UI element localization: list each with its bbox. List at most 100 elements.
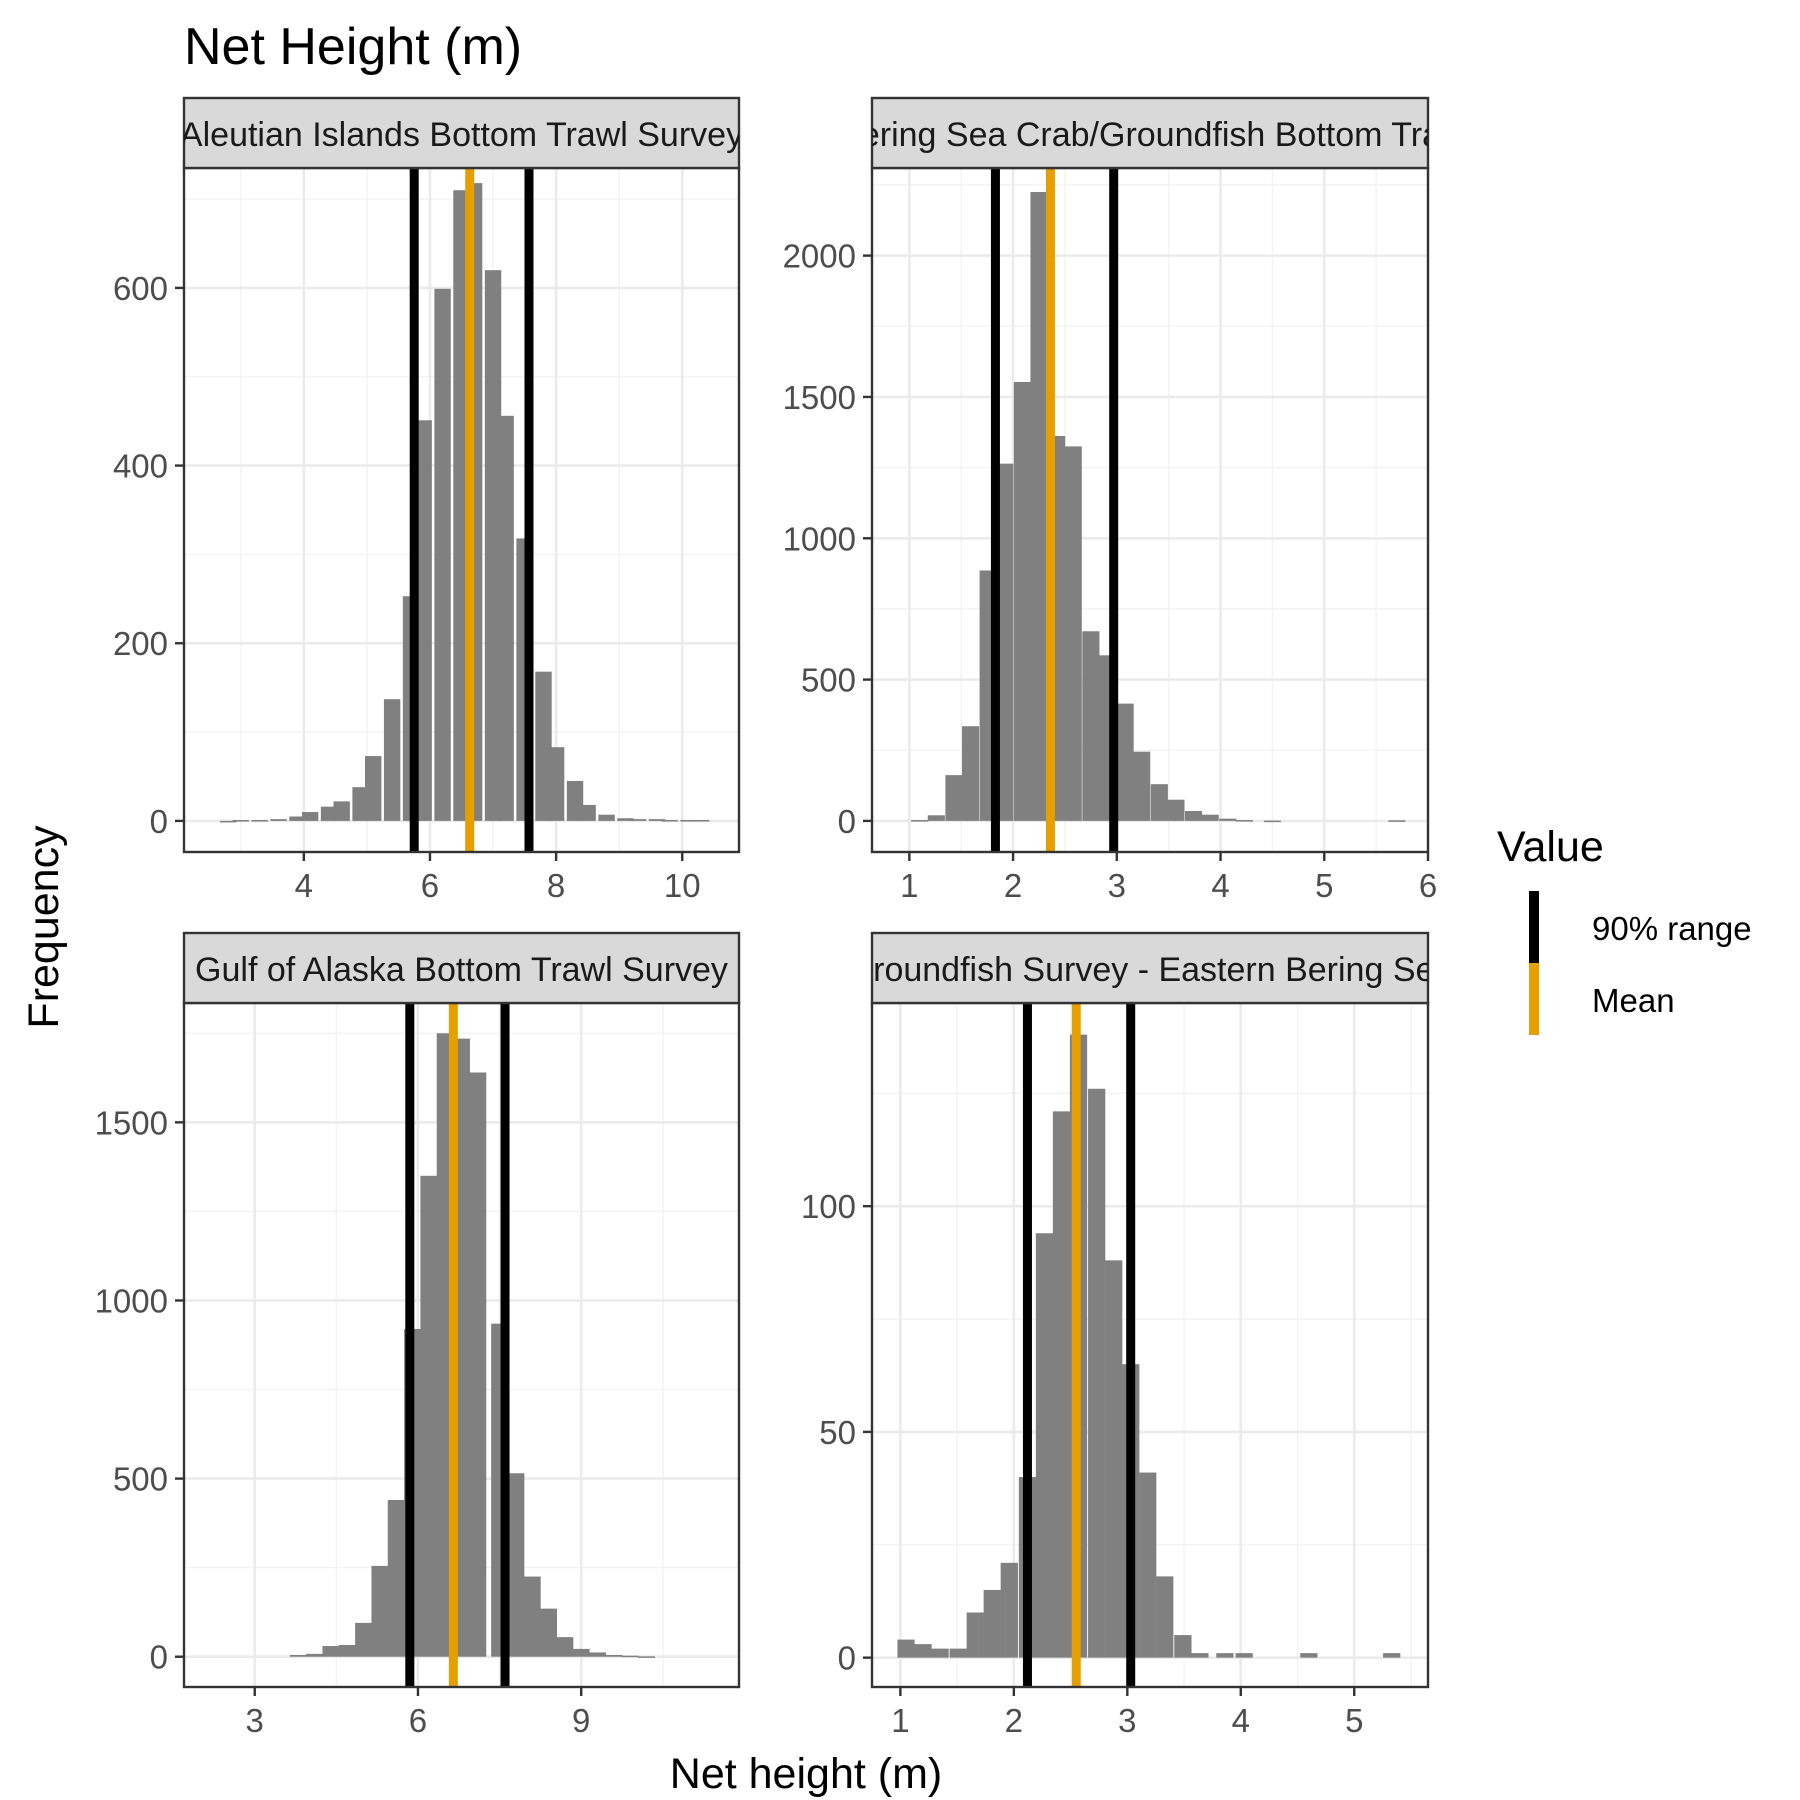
histogram-bar [415,420,432,821]
x-tick-label: 1 [900,867,918,904]
histogram-bar [983,1589,1001,1658]
legend-swatch-90-range [1529,891,1539,963]
panel-gulf-of-alaska: Gulf of Alaska Bottom Trawl Survey 3 6 9 0 50… [95,931,741,1739]
histogram-bar [251,820,268,822]
y-tick-label: 1500 [783,379,856,416]
histogram-bar [1235,1653,1253,1658]
x-tick-label: 4 [295,867,313,904]
histogram-bar [365,756,382,821]
y-tick-label: 400 [113,448,168,485]
histogram-bar [680,820,697,822]
y-axis: 0 200 400 600 [113,270,184,840]
histogram-bar [355,1622,372,1657]
histogram-bar [1150,784,1168,821]
y-tick-label: 100 [801,1188,856,1225]
y-tick-label: 200 [113,625,168,662]
y-axis: 0 500 1000 1500 [95,1104,184,1676]
histogram-bar [966,1612,984,1658]
histogram-bar [605,1654,623,1657]
histogram-bar [1064,446,1082,821]
x-tick-label: 2 [1004,867,1022,904]
x-tick-label: 5 [1345,1702,1363,1739]
y-axis: 0 500 1000 1500 2000 [783,238,872,840]
histogram-bar [523,1576,541,1657]
x-axis: 3 6 9 [246,1687,590,1739]
legend-label-90-range: 90% range [1592,910,1752,947]
y-tick-label: 0 [838,803,856,840]
histogram-bar [661,820,678,822]
histogram-bar [320,806,338,821]
histogram-bar [547,747,565,821]
histogram-bar [914,1644,932,1658]
x-axis: 1 2 3 4 5 [891,1687,1363,1739]
histogram-bar [961,726,980,821]
histogram-bar [540,1608,557,1657]
y-tick-label: 0 [150,1639,168,1676]
histogram-bar [1263,820,1281,823]
y-tick-label: 0 [838,1640,856,1677]
histogram-bar [497,415,514,821]
histogram-bar [333,801,350,821]
histogram-bar [270,819,287,821]
x-tick-label: 6 [421,867,439,904]
x-tick-label: 3 [1118,1702,1136,1739]
histogram-bar [1030,192,1048,821]
x-tick-label: 9 [572,1702,590,1739]
y-tick-label: 600 [113,270,168,307]
strip-background [182,931,741,1005]
histogram-bar [1156,1576,1174,1658]
strip-label: Aleutian Islands Bottom Trawl Survey [180,116,743,154]
histogram-bar [535,671,552,821]
histogram-bar [1383,1653,1401,1658]
histogram-bar [1167,799,1185,821]
histogram-bar [1235,820,1253,822]
panel-aleutian-islands: Aleutian Islands Bottom Trawl Survey 4 6 8 1… [113,96,743,904]
x-tick-label: 10 [664,867,701,904]
histogram-bar [306,1653,324,1657]
histogram-bar [598,814,615,821]
histogram-bar [1013,381,1031,821]
histogram-bar [338,1644,356,1657]
legend: Value 90% range Mean [1497,823,1752,1035]
y-axis-title: Frequency [20,825,68,1029]
x-tick-label: 3 [246,1702,264,1739]
x-axis: 1 2 3 4 5 6 [900,852,1437,904]
histogram-bar [621,1655,639,1658]
histogram-bar [1082,631,1100,821]
y-tick-label: 50 [819,1414,856,1451]
strip-background [182,96,741,170]
y-tick-label: 1000 [95,1282,168,1319]
y-tick-label: 2000 [783,238,856,275]
panel-eastern-bering-sea-crab: Eastern Bering Sea Crab/Groundfish Botto… [783,96,1437,904]
histogram-bar [911,820,929,822]
x-tick-label: 5 [1315,867,1333,904]
y-tick-label: 500 [801,662,856,699]
y-tick-label: 1500 [95,1104,168,1141]
histogram-bar [1052,1111,1071,1658]
histogram-bar [1219,818,1237,821]
histogram-bar [927,815,945,821]
histogram-bar [1191,1653,1209,1658]
strip-background [870,96,1430,170]
histogram-bar [289,1654,307,1657]
histogram-bar [219,820,237,823]
x-tick-label: 4 [1232,1702,1250,1739]
x-tick-label: 1 [891,1702,909,1739]
panel-background [872,168,1428,852]
histogram-bar [897,1639,915,1658]
y-tick-label: 0 [150,803,168,840]
histogram-bar [322,1646,340,1657]
histogram-bar [617,818,634,821]
histogram-bar [301,812,319,821]
histogram-bar [648,819,666,821]
histogram-bar [1174,1635,1192,1658]
y-axis: 0 50 100 [801,1188,872,1677]
panel-groundfish-survey-ebs: Groundfish Survey - Eastern Bering Sea 1 2… [801,931,1430,1739]
histogram-bar [589,1652,606,1657]
x-tick-label: 4 [1211,867,1229,904]
histogram-bar [1000,1562,1018,1658]
histogram-bar [1105,1260,1123,1658]
legend-swatch-mean [1529,963,1539,1035]
strip-label: Gulf of Alaska Bottom Trawl Survey [195,951,728,989]
